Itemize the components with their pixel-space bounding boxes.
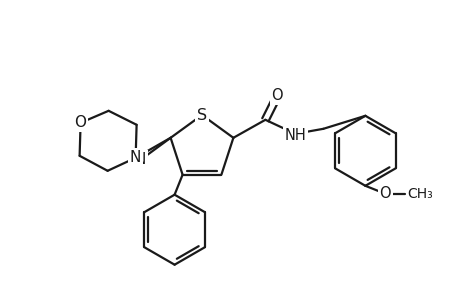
Text: CH₃: CH₃ <box>407 187 432 201</box>
Text: N: N <box>129 150 141 165</box>
Text: O: O <box>271 88 283 103</box>
Text: N: N <box>134 152 146 167</box>
Text: S: S <box>196 107 207 122</box>
Text: NH: NH <box>284 128 306 143</box>
Text: O: O <box>74 115 86 130</box>
Text: O: O <box>379 186 390 201</box>
